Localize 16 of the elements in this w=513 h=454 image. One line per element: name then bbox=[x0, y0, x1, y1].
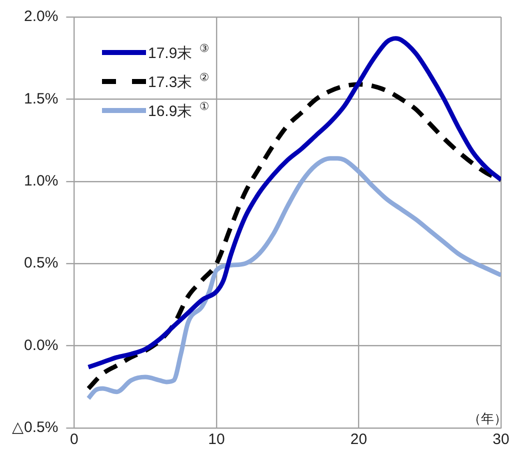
legend-label: 16.9末 $^{①}$ bbox=[148, 100, 210, 121]
y-tick-label: 2.0% bbox=[24, 8, 58, 26]
y-tick-label: 1.5% bbox=[24, 90, 58, 108]
line-series bbox=[86, 156, 501, 401]
y-tick-label: 0.0% bbox=[24, 336, 58, 354]
x-tick-label: 0 bbox=[70, 431, 78, 448]
x-tick-label: 30 bbox=[492, 431, 510, 448]
line-series bbox=[86, 36, 501, 370]
y-tick-label: △0.5% bbox=[12, 419, 58, 436]
x-tick-label: 20 bbox=[350, 431, 368, 448]
x-tick-label: 10 bbox=[208, 431, 225, 448]
x-axis-title: （年） bbox=[468, 410, 507, 428]
y-tick-label: 1.0% bbox=[24, 172, 58, 190]
y-tick-label: 0.5% bbox=[24, 254, 58, 272]
legend-label: 17.9末 $^{③}$ bbox=[148, 42, 210, 63]
legend-label: 17.3末 $^{②}$ bbox=[148, 71, 210, 92]
